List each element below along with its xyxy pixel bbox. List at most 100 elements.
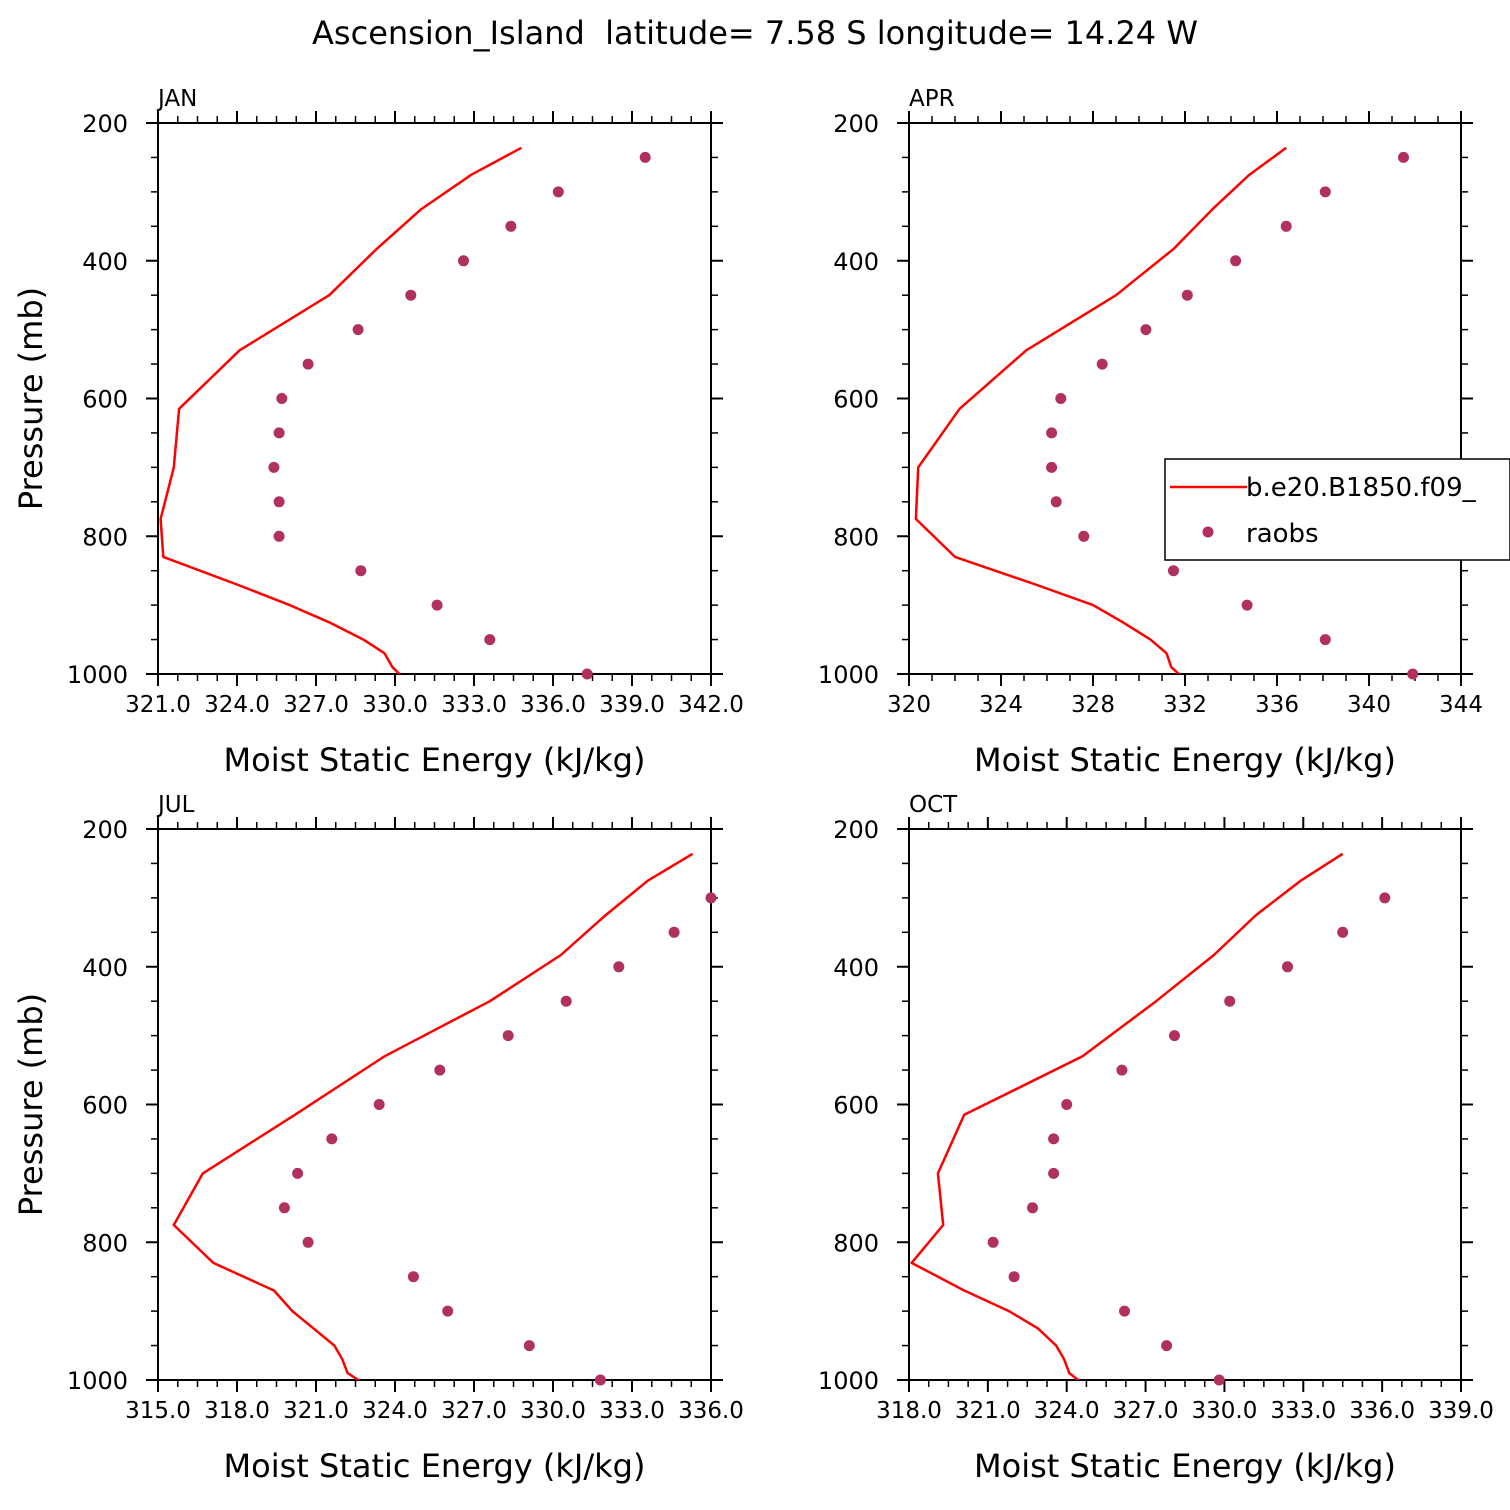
obs-point [431, 599, 443, 611]
obs-point [581, 668, 593, 680]
x-tick-label: 333.0 [1270, 1398, 1336, 1424]
y-tick-label: 200 [833, 110, 879, 138]
x-tick-label: 321.0 [283, 1398, 349, 1424]
x-tick-label: 342.0 [678, 692, 744, 718]
panel-oct: 318.0 321.0 324.0 327.0 330.0 333.0 336.0 339.0… [818, 792, 1494, 1485]
x-tick-label: 318.0 [204, 1398, 270, 1424]
obs-point [434, 1064, 446, 1076]
obs-point [273, 427, 285, 439]
x-tick-label: 332 [1163, 692, 1207, 718]
panel-jan: 321.0 324.0 327.0 330.0 333.0 336.0 339.0 342.0… [12, 86, 744, 779]
obs-point [352, 324, 364, 336]
model-series-line [914, 146, 1287, 674]
obs-point [268, 461, 280, 473]
x-axis-label: Moist Static Energy (kJ/kg) [224, 1447, 646, 1485]
panel-apr: 320 324 328 332 336 340 344 200 400 600 800 1000 APR… [818, 86, 1483, 779]
x-tick-label: 339.0 [1428, 1398, 1494, 1424]
x-tick-label: 328 [1071, 692, 1115, 718]
obs-point [1337, 926, 1349, 938]
x-tick-label: 336 [1255, 692, 1299, 718]
x-tick-label: 327.0 [283, 692, 349, 718]
obs-point [484, 634, 496, 646]
panel-frame [908, 122, 1462, 675]
obs-point [1282, 961, 1293, 973]
panel-frame [157, 828, 712, 1381]
obs-point [302, 358, 314, 370]
x-tick-label: 330.0 [520, 1398, 586, 1424]
x-tick-label: 336.0 [1349, 1398, 1415, 1424]
x-axis-label: Moist Static Energy (kJ/kg) [974, 741, 1396, 779]
obs-point [273, 496, 285, 508]
obs-point [1008, 1271, 1020, 1283]
y-tick-label: 600 [82, 1092, 128, 1120]
obs-point [355, 565, 367, 577]
panel-label: JAN [156, 86, 197, 112]
x-tick-label: 333.0 [441, 692, 507, 718]
x-tick-label: 324 [979, 692, 1023, 718]
obs-point [1046, 461, 1058, 473]
obs-point [1048, 1133, 1060, 1145]
y-tick-label: 800 [833, 523, 879, 551]
y-tick-label: 200 [82, 110, 128, 138]
panel-label: OCT [909, 792, 958, 818]
obs-point [1116, 1064, 1128, 1076]
y-tick-label: 1000 [67, 661, 128, 689]
obs-point [1048, 1167, 1060, 1179]
x-tick-label: 340 [1347, 692, 1391, 718]
obs-point [1169, 1030, 1180, 1042]
obs-point [1140, 324, 1152, 336]
obs-point [1213, 1374, 1225, 1386]
x-tick-label: 324.0 [204, 692, 270, 718]
legend-box [1164, 458, 1510, 561]
x-tick-label: 327.0 [441, 1398, 507, 1424]
x-tick-label: 339.0 [599, 692, 665, 718]
obs-point [705, 892, 717, 904]
x-tick-label: 333.0 [599, 1398, 665, 1424]
y-tick-label: 600 [833, 386, 879, 414]
y-tick-label: 1000 [67, 1367, 128, 1395]
x-tick-label: 321.0 [125, 692, 191, 718]
obs-point [1078, 530, 1090, 542]
y-tick-label: 800 [833, 1229, 879, 1257]
legend-obs-label: raobs [1246, 519, 1319, 549]
obs-point [1027, 1202, 1038, 1214]
obs-point [407, 1271, 419, 1283]
x-axis-label: Moist Static Energy (kJ/kg) [224, 741, 646, 779]
y-tick-label: 1000 [818, 661, 879, 689]
x-tick-label: 320 [887, 692, 931, 718]
obs-point [1168, 565, 1179, 577]
x-tick-label: 344 [1439, 692, 1483, 718]
obs-point [1319, 186, 1331, 198]
x-tick-label: 330.0 [1191, 1398, 1257, 1424]
y-tick-label: 400 [82, 954, 128, 982]
obs-point [523, 1340, 535, 1352]
y-tick-label: 400 [82, 248, 128, 276]
obs-point [1046, 427, 1058, 439]
model-series-line [172, 852, 694, 1380]
obs-point [1230, 255, 1242, 267]
panel-label: APR [909, 86, 955, 112]
panel-label: JUL [156, 792, 195, 818]
obs-point [1319, 634, 1331, 646]
obs-point [1055, 393, 1067, 404]
y-tick-label: 1000 [818, 1367, 879, 1395]
obs-point [560, 995, 572, 1007]
obs-point [405, 289, 417, 301]
y-tick-label: 800 [82, 523, 128, 551]
y-axis-label: Pressure (mb) [12, 287, 50, 510]
obs-point [613, 961, 625, 973]
model-series-line [910, 852, 1344, 1380]
obs-point [505, 220, 517, 232]
x-tick-label: 327.0 [1113, 1398, 1179, 1424]
x-tick-label: 324.0 [362, 1398, 428, 1424]
y-tick-label: 200 [833, 816, 879, 844]
obs-point [502, 1030, 514, 1042]
y-tick-label: 600 [82, 386, 128, 414]
obs-point [1379, 892, 1391, 904]
obs-point [1096, 358, 1108, 370]
panel-frame [908, 828, 1462, 1381]
obs-point [1280, 220, 1292, 232]
obs-point [1119, 1305, 1130, 1317]
panels-group: 321.0 324.0 327.0 330.0 333.0 336.0 339.0 342.0… [12, 86, 1494, 1485]
obs-point [1398, 151, 1409, 163]
